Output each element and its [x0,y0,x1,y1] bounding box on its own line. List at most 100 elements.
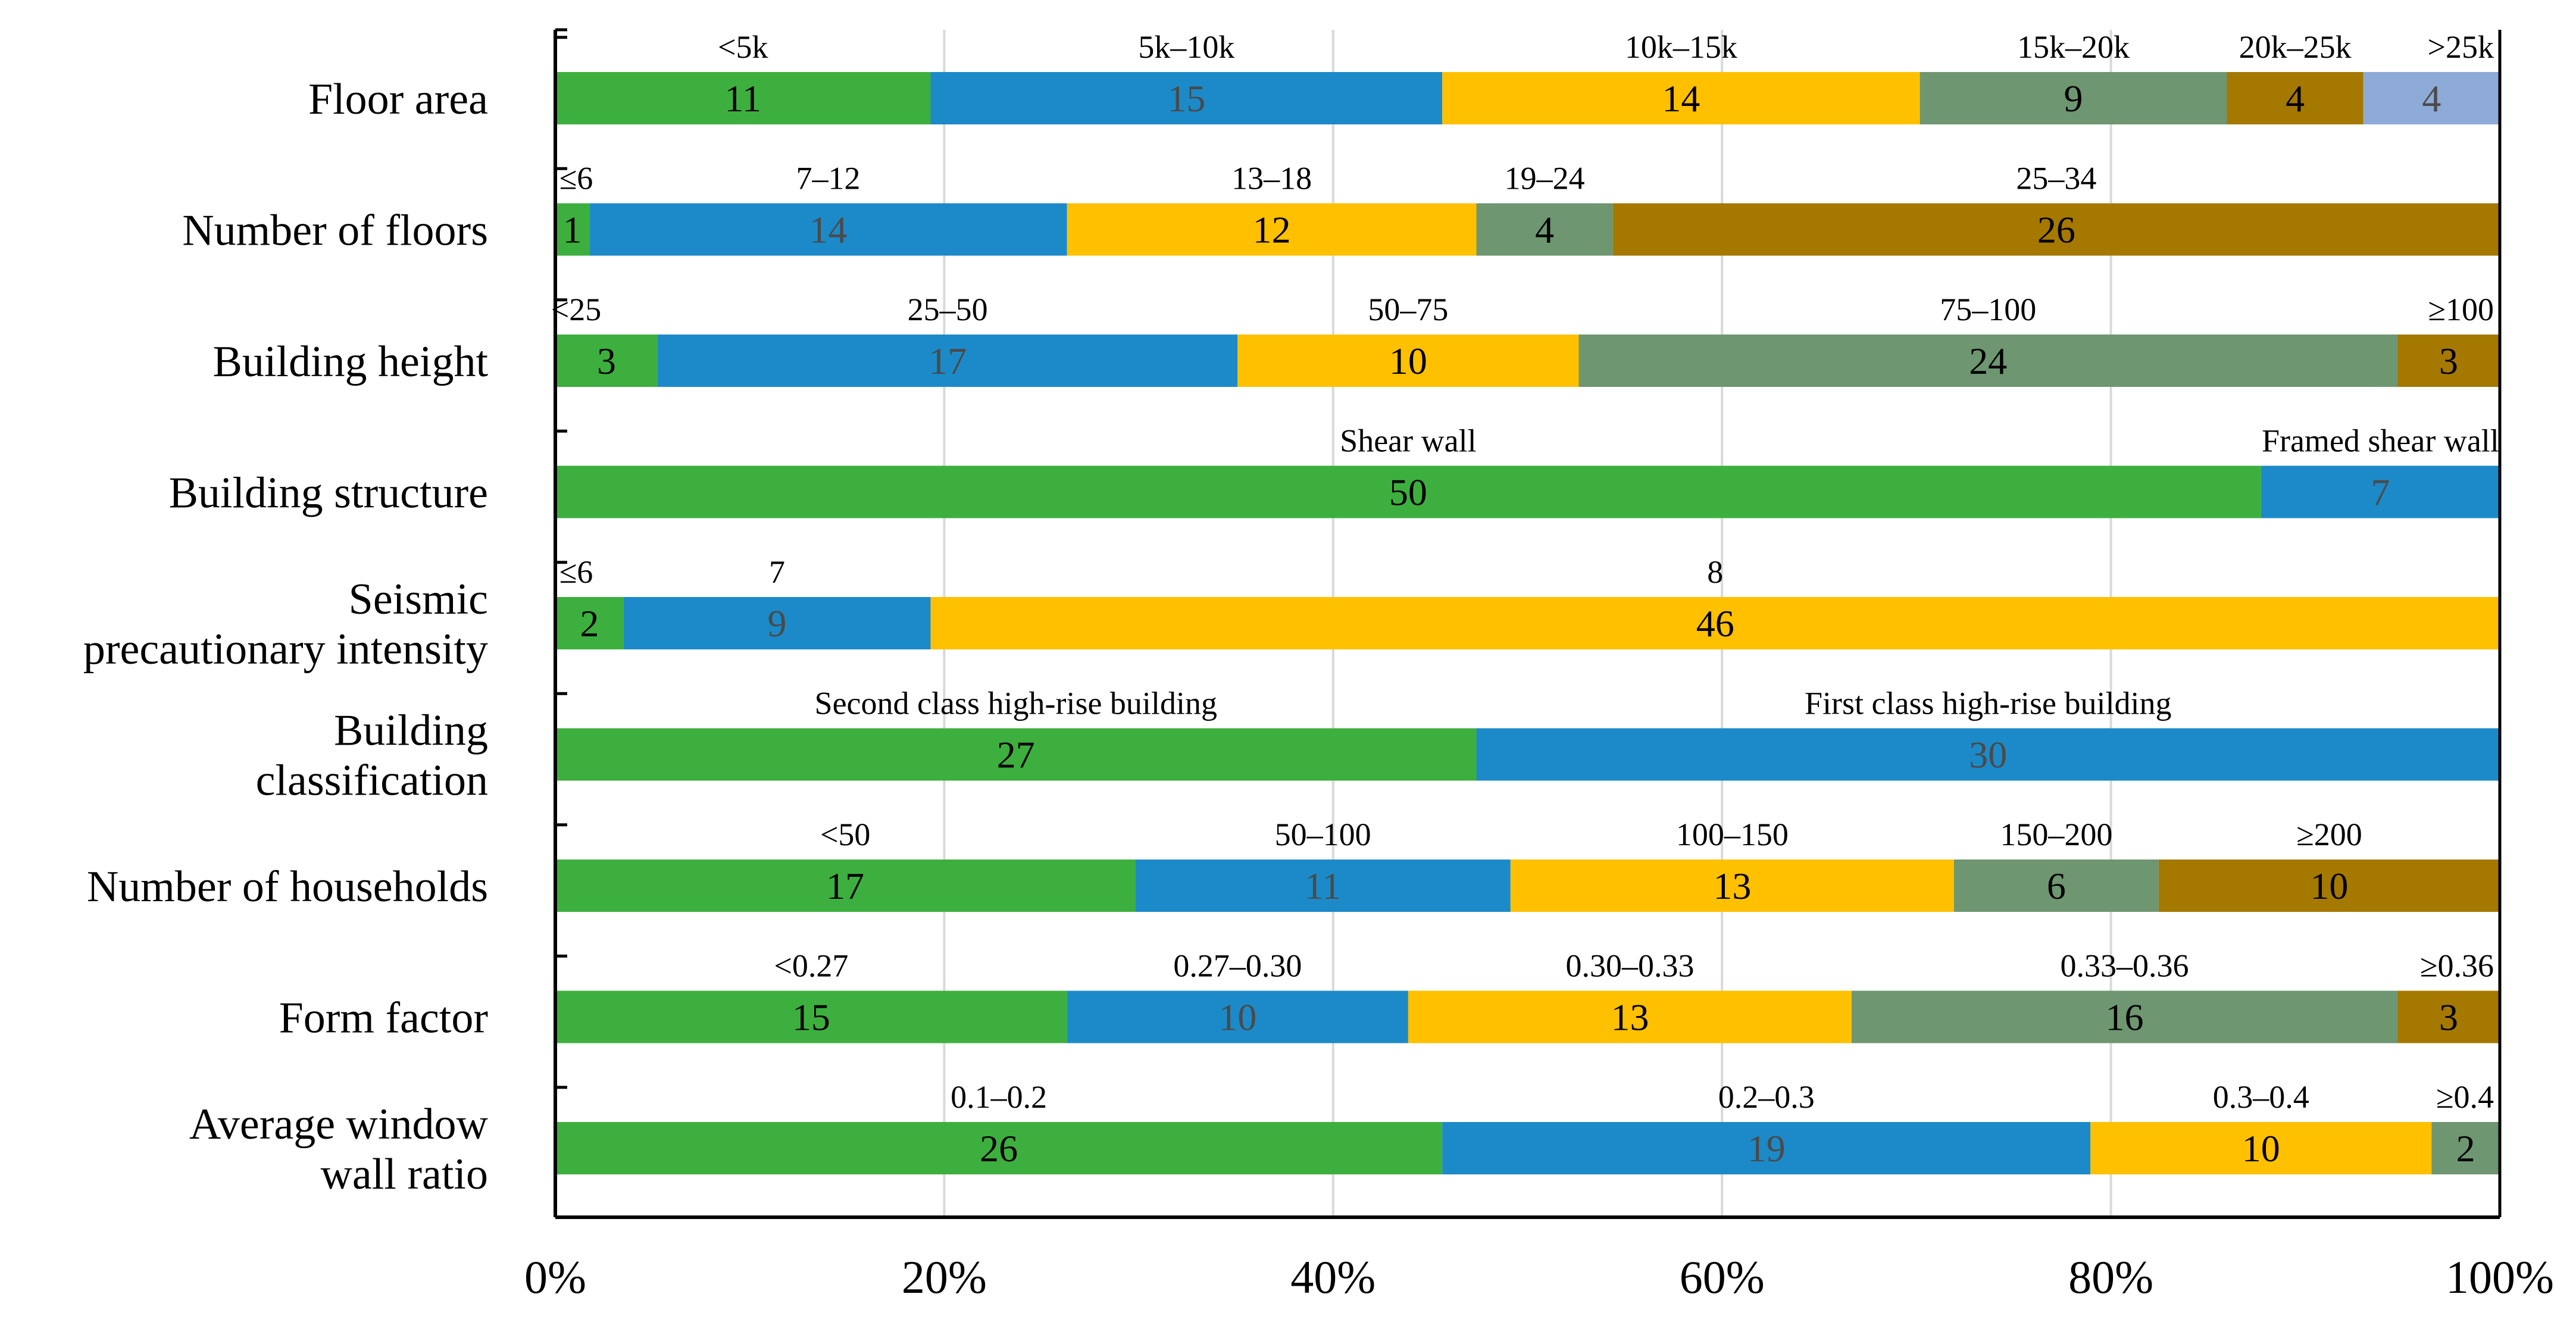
segment-label: ≥100 [2428,292,2494,327]
value-label: 17 [929,340,967,382]
segment-label: <50 [820,817,870,852]
bar-segment-number-of-households-4 [1953,860,2159,912]
segment-label: 8 [1707,554,1723,590]
category-label-seismic-precautionary-intensity: Seismic precautionary intensity [83,575,488,674]
value-label: 11 [1305,865,1342,907]
x-tick-label: 0% [524,1251,586,1303]
bar-segment-number-of-households-5 [2158,860,2500,912]
segment-label: 0.30–0.33 [1565,948,1694,984]
category-label-number-of-households: Number of households [87,862,488,911]
segment-label: 15k–20k [2017,29,2130,65]
value-label: 10 [1218,996,1256,1039]
value-label: 24 [1969,340,2007,382]
value-label: 10 [2310,865,2348,907]
segment-label: ≤6 [559,554,593,590]
category-label-floor-area: Floor area [308,75,488,124]
bar-segment-number-of-floors-2 [589,203,1067,256]
segment-label: Framed shear wall [2262,423,2499,459]
bar-segment-floor-area-5 [2227,72,2364,124]
segment-label: 7–12 [796,161,861,196]
value-label: 14 [1662,77,1700,120]
bar-segment-floor-area-1 [555,72,931,124]
bars [555,72,2500,1174]
value-label: 7 [2371,471,2390,514]
bar-segment-form-factor-4 [1852,990,2398,1043]
bar-segment-building-height-5 [2397,335,2500,387]
segment-label: 13–18 [1231,161,1312,196]
bar-segment-building-height-3 [1237,335,1579,387]
x-tick-label: 60% [1680,1251,1765,1303]
category-label-building-classification: Building classification [256,707,488,805]
value-label: 16 [2106,996,2144,1039]
segment-label: <0.27 [774,948,848,984]
bar-segment-seismic-precautionary-intensity-1 [555,597,624,649]
value-label: 9 [768,602,787,645]
segment-label: 50–100 [1275,817,1371,852]
segment-label: Shear wall [1340,423,1476,459]
segment-label: 150–200 [2000,817,2112,852]
value-label: 3 [2439,340,2458,382]
value-label: 46 [1696,602,1734,645]
segment-label: >25k [2428,29,2494,65]
segment-label: <5k [718,29,768,65]
value-label: 15 [1167,77,1205,120]
value-label: 12 [1253,209,1291,251]
axes [554,28,2502,1219]
value-label: 3 [597,340,616,382]
segment-label: 100–150 [1676,817,1789,852]
segment-label: 0.1–0.2 [951,1079,1047,1115]
bar-segment-form-factor-3 [1408,990,1852,1043]
bar-segment-form-factor-1 [555,990,1067,1043]
bar-segment-floor-area-4 [1920,72,2227,124]
segment-label: 25–50 [908,292,988,327]
category-label-average-window-wall-ratio: Average window wall ratio [189,1100,489,1199]
bar-segment-number-of-floors-4 [1476,203,1613,256]
bar-segment-average-window-wall-ratio-2 [1442,1122,2091,1174]
value-label: 13 [1611,996,1649,1039]
bar-segment-seismic-precautionary-intensity-3 [930,597,2500,649]
x-tick-label: 80% [2068,1251,2153,1303]
category-label-building-structure: Building structure [169,469,488,518]
segment-label: 0.27–0.30 [1173,948,1302,984]
bar-segment-form-factor-2 [1067,990,1408,1043]
bar-segment-floor-area-3 [1442,72,1920,124]
bar-segment-building-classification-1 [555,728,1477,781]
value-label: 10 [2242,1127,2280,1170]
value-label: 6 [2047,865,2066,907]
value-label: 14 [809,209,848,251]
x-tick-label: 20% [902,1251,987,1303]
x-tick-label: 100% [2446,1251,2554,1303]
bar-segment-number-of-floors-3 [1067,203,1477,256]
segment-label: 75–100 [1940,292,2036,327]
bar-segment-number-of-floors-1 [555,203,590,256]
segment-label: 20k–25k [2239,29,2352,65]
segment-label: Second class high-rise building [815,686,1217,721]
segment-label: First class high-rise building [1805,686,2171,721]
value-label: 2 [2456,1127,2475,1170]
segment-label: ≥0.36 [2420,948,2494,984]
value-label: 13 [1713,865,1751,907]
bar-segment-floor-area-6 [2363,72,2500,124]
bar-segment-average-window-wall-ratio-4 [2431,1122,2500,1174]
bar-segment-building-height-2 [657,335,1238,387]
value-label: 3 [2439,996,2458,1039]
value-label: 11 [724,77,761,120]
bar-segment-seismic-precautionary-intensity-2 [623,597,931,649]
segment-label: 5k–10k [1138,29,1234,65]
value-label: 1 [563,209,582,251]
category-label-form-factor: Form factor [279,994,488,1043]
value-label: 26 [2037,209,2075,251]
bar-segment-building-height-4 [1578,335,2398,387]
segment-label: <25 [551,292,601,327]
segment-label: 10k–15k [1625,29,1737,65]
bar-segment-building-classification-2 [1476,728,2500,781]
segment-label: ≤6 [559,161,593,196]
segment-label: 0.33–0.36 [2061,948,2189,984]
segment-label: ≥0.4 [2436,1079,2494,1115]
value-label: 4 [1535,209,1554,251]
segment-label: 25–34 [2016,161,2096,196]
segment-label: 0.2–0.3 [1718,1079,1815,1115]
value-label: 50 [1389,471,1427,514]
bar-segment-building-structure-2 [2261,465,2500,518]
value-label: 10 [1389,340,1427,382]
